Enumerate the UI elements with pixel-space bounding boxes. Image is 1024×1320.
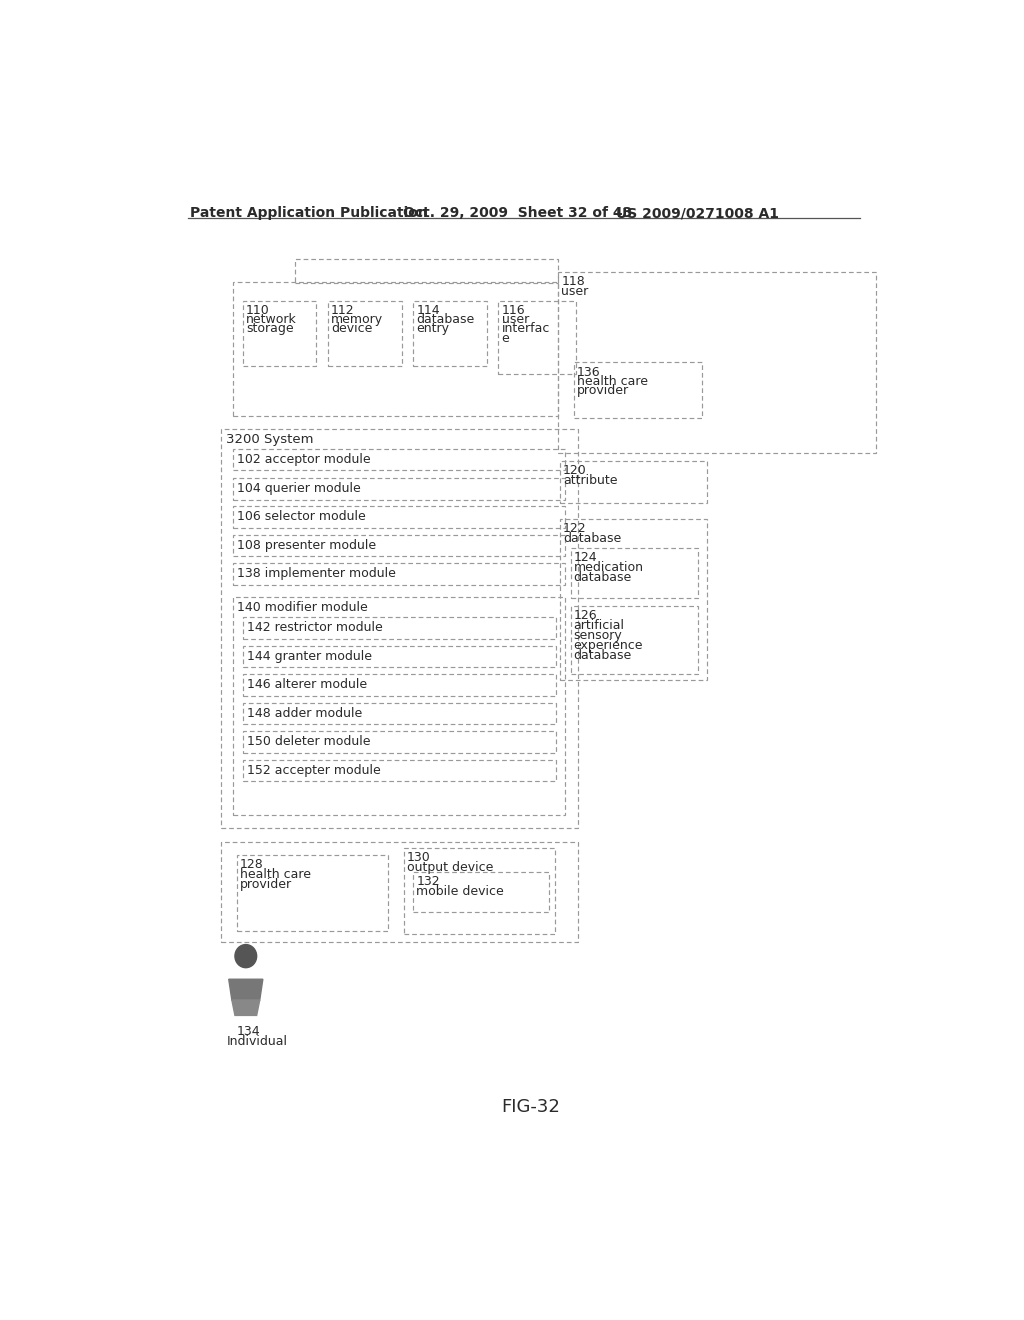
Text: FIG-32: FIG-32: [502, 1098, 560, 1115]
Text: user: user: [561, 285, 589, 298]
Polygon shape: [231, 1001, 260, 1015]
Bar: [233, 478, 565, 499]
Text: database: database: [573, 649, 632, 661]
Text: interfac: interfac: [502, 322, 550, 335]
Text: 142 restrictor module: 142 restrictor module: [247, 622, 382, 634]
Text: device: device: [331, 322, 373, 335]
Text: 134: 134: [237, 1026, 260, 1039]
Bar: [243, 760, 556, 781]
Text: 108 presenter module: 108 presenter module: [238, 539, 377, 552]
Text: attribute: attribute: [563, 474, 617, 487]
Bar: [232, 281, 558, 416]
Text: 102 acceptor module: 102 acceptor module: [238, 453, 371, 466]
Text: 118: 118: [561, 276, 585, 289]
Bar: [573, 363, 701, 418]
Text: 144 granter module: 144 granter module: [247, 649, 372, 663]
Bar: [237, 855, 388, 931]
Text: database: database: [563, 532, 621, 545]
Text: 152 accepter module: 152 accepter module: [247, 763, 380, 776]
Text: user: user: [502, 313, 528, 326]
Text: database: database: [417, 313, 474, 326]
Text: Patent Application Publication: Patent Application Publication: [190, 206, 428, 220]
Text: 110: 110: [246, 304, 269, 317]
Text: 104 querier module: 104 querier module: [238, 482, 361, 495]
Bar: [558, 272, 876, 453]
Ellipse shape: [234, 945, 257, 968]
Bar: [570, 548, 698, 598]
Text: 116: 116: [502, 304, 525, 317]
Text: 140 modifier module: 140 modifier module: [238, 601, 368, 614]
Bar: [243, 702, 556, 725]
Bar: [233, 449, 565, 470]
Text: 132: 132: [417, 875, 440, 888]
Bar: [414, 301, 486, 367]
Text: database: database: [573, 572, 632, 585]
Text: mobile device: mobile device: [417, 886, 504, 899]
Text: 3200 System: 3200 System: [225, 433, 313, 446]
Text: 122: 122: [563, 521, 587, 535]
Bar: [403, 847, 555, 933]
Text: 136: 136: [577, 366, 600, 379]
Bar: [221, 429, 578, 829]
Bar: [560, 461, 707, 503]
Bar: [243, 731, 556, 752]
Bar: [233, 507, 565, 528]
Text: 106 selector module: 106 selector module: [238, 511, 366, 523]
Bar: [560, 519, 707, 681]
Text: Oct. 29, 2009  Sheet 32 of 43: Oct. 29, 2009 Sheet 32 of 43: [403, 206, 633, 220]
Bar: [328, 301, 401, 367]
Text: experience: experience: [573, 639, 643, 652]
Text: 146 alterer module: 146 alterer module: [247, 678, 367, 692]
Bar: [233, 564, 565, 585]
Bar: [295, 259, 558, 284]
Text: provider: provider: [240, 878, 292, 891]
Text: 112: 112: [331, 304, 354, 317]
Text: 128: 128: [240, 858, 263, 871]
Text: 130: 130: [407, 850, 431, 863]
Text: entry: entry: [417, 322, 450, 335]
Text: 138 implementer module: 138 implementer module: [238, 568, 396, 581]
Text: 150 deleter module: 150 deleter module: [247, 735, 370, 748]
Text: memory: memory: [331, 313, 383, 326]
Text: 120: 120: [563, 465, 587, 477]
Text: 126: 126: [573, 609, 597, 622]
Polygon shape: [228, 979, 263, 1001]
Bar: [221, 842, 578, 942]
Bar: [499, 301, 575, 374]
Bar: [243, 645, 556, 668]
Bar: [233, 535, 565, 557]
Text: 124: 124: [573, 552, 597, 564]
Bar: [243, 675, 556, 696]
Text: Individual: Individual: [227, 1035, 288, 1048]
Text: US 2009/0271008 A1: US 2009/0271008 A1: [616, 206, 779, 220]
Bar: [414, 873, 549, 912]
Text: e: e: [502, 331, 509, 345]
Bar: [233, 597, 565, 816]
Text: storage: storage: [246, 322, 294, 335]
Bar: [243, 301, 316, 367]
Text: provider: provider: [577, 384, 629, 397]
Text: 148 adder module: 148 adder module: [247, 706, 361, 719]
Text: medication: medication: [573, 561, 644, 574]
Text: output device: output device: [407, 861, 494, 874]
Text: artificial: artificial: [573, 619, 625, 632]
Text: 114: 114: [417, 304, 440, 317]
Text: health care: health care: [577, 375, 648, 388]
Bar: [570, 606, 698, 673]
Text: sensory: sensory: [573, 628, 623, 642]
Text: health care: health care: [240, 869, 310, 882]
Bar: [243, 618, 556, 639]
Text: network: network: [246, 313, 297, 326]
